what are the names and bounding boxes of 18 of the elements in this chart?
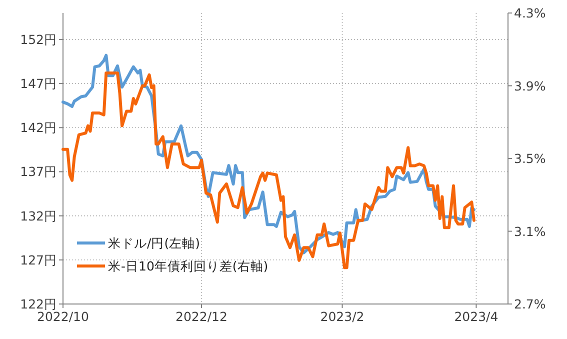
y-tick-label: 137円 (20, 164, 57, 180)
y2-tick-label: 4.3% (514, 6, 546, 20)
y2-tick-label: 3.1% (514, 224, 546, 239)
y2-tick-label: 2.7% (514, 296, 546, 312)
legend-label: 米ドル/円(左軸) (108, 236, 200, 250)
x-tick-label: 2022/12 (176, 309, 228, 324)
x-tick-label: 2023/2 (320, 309, 364, 324)
y-tick-label: 152円 (20, 32, 57, 47)
y2-tick-label: 3.9% (514, 78, 546, 94)
x-tick-label: 2022/10 (37, 309, 90, 324)
y-tick-label: 122円 (20, 296, 57, 312)
y-tick-label: 142円 (20, 120, 57, 136)
y-tick-label: 127円 (20, 252, 57, 268)
x-tick-label: 2023/4 (454, 309, 498, 324)
legend-label: 米-日10年債利回り差(右軸) (108, 258, 268, 274)
y-tick-label: 147円 (20, 76, 57, 92)
y2-tick-label: 3.5% (514, 151, 546, 166)
y-tick-label: 132円 (20, 208, 57, 224)
